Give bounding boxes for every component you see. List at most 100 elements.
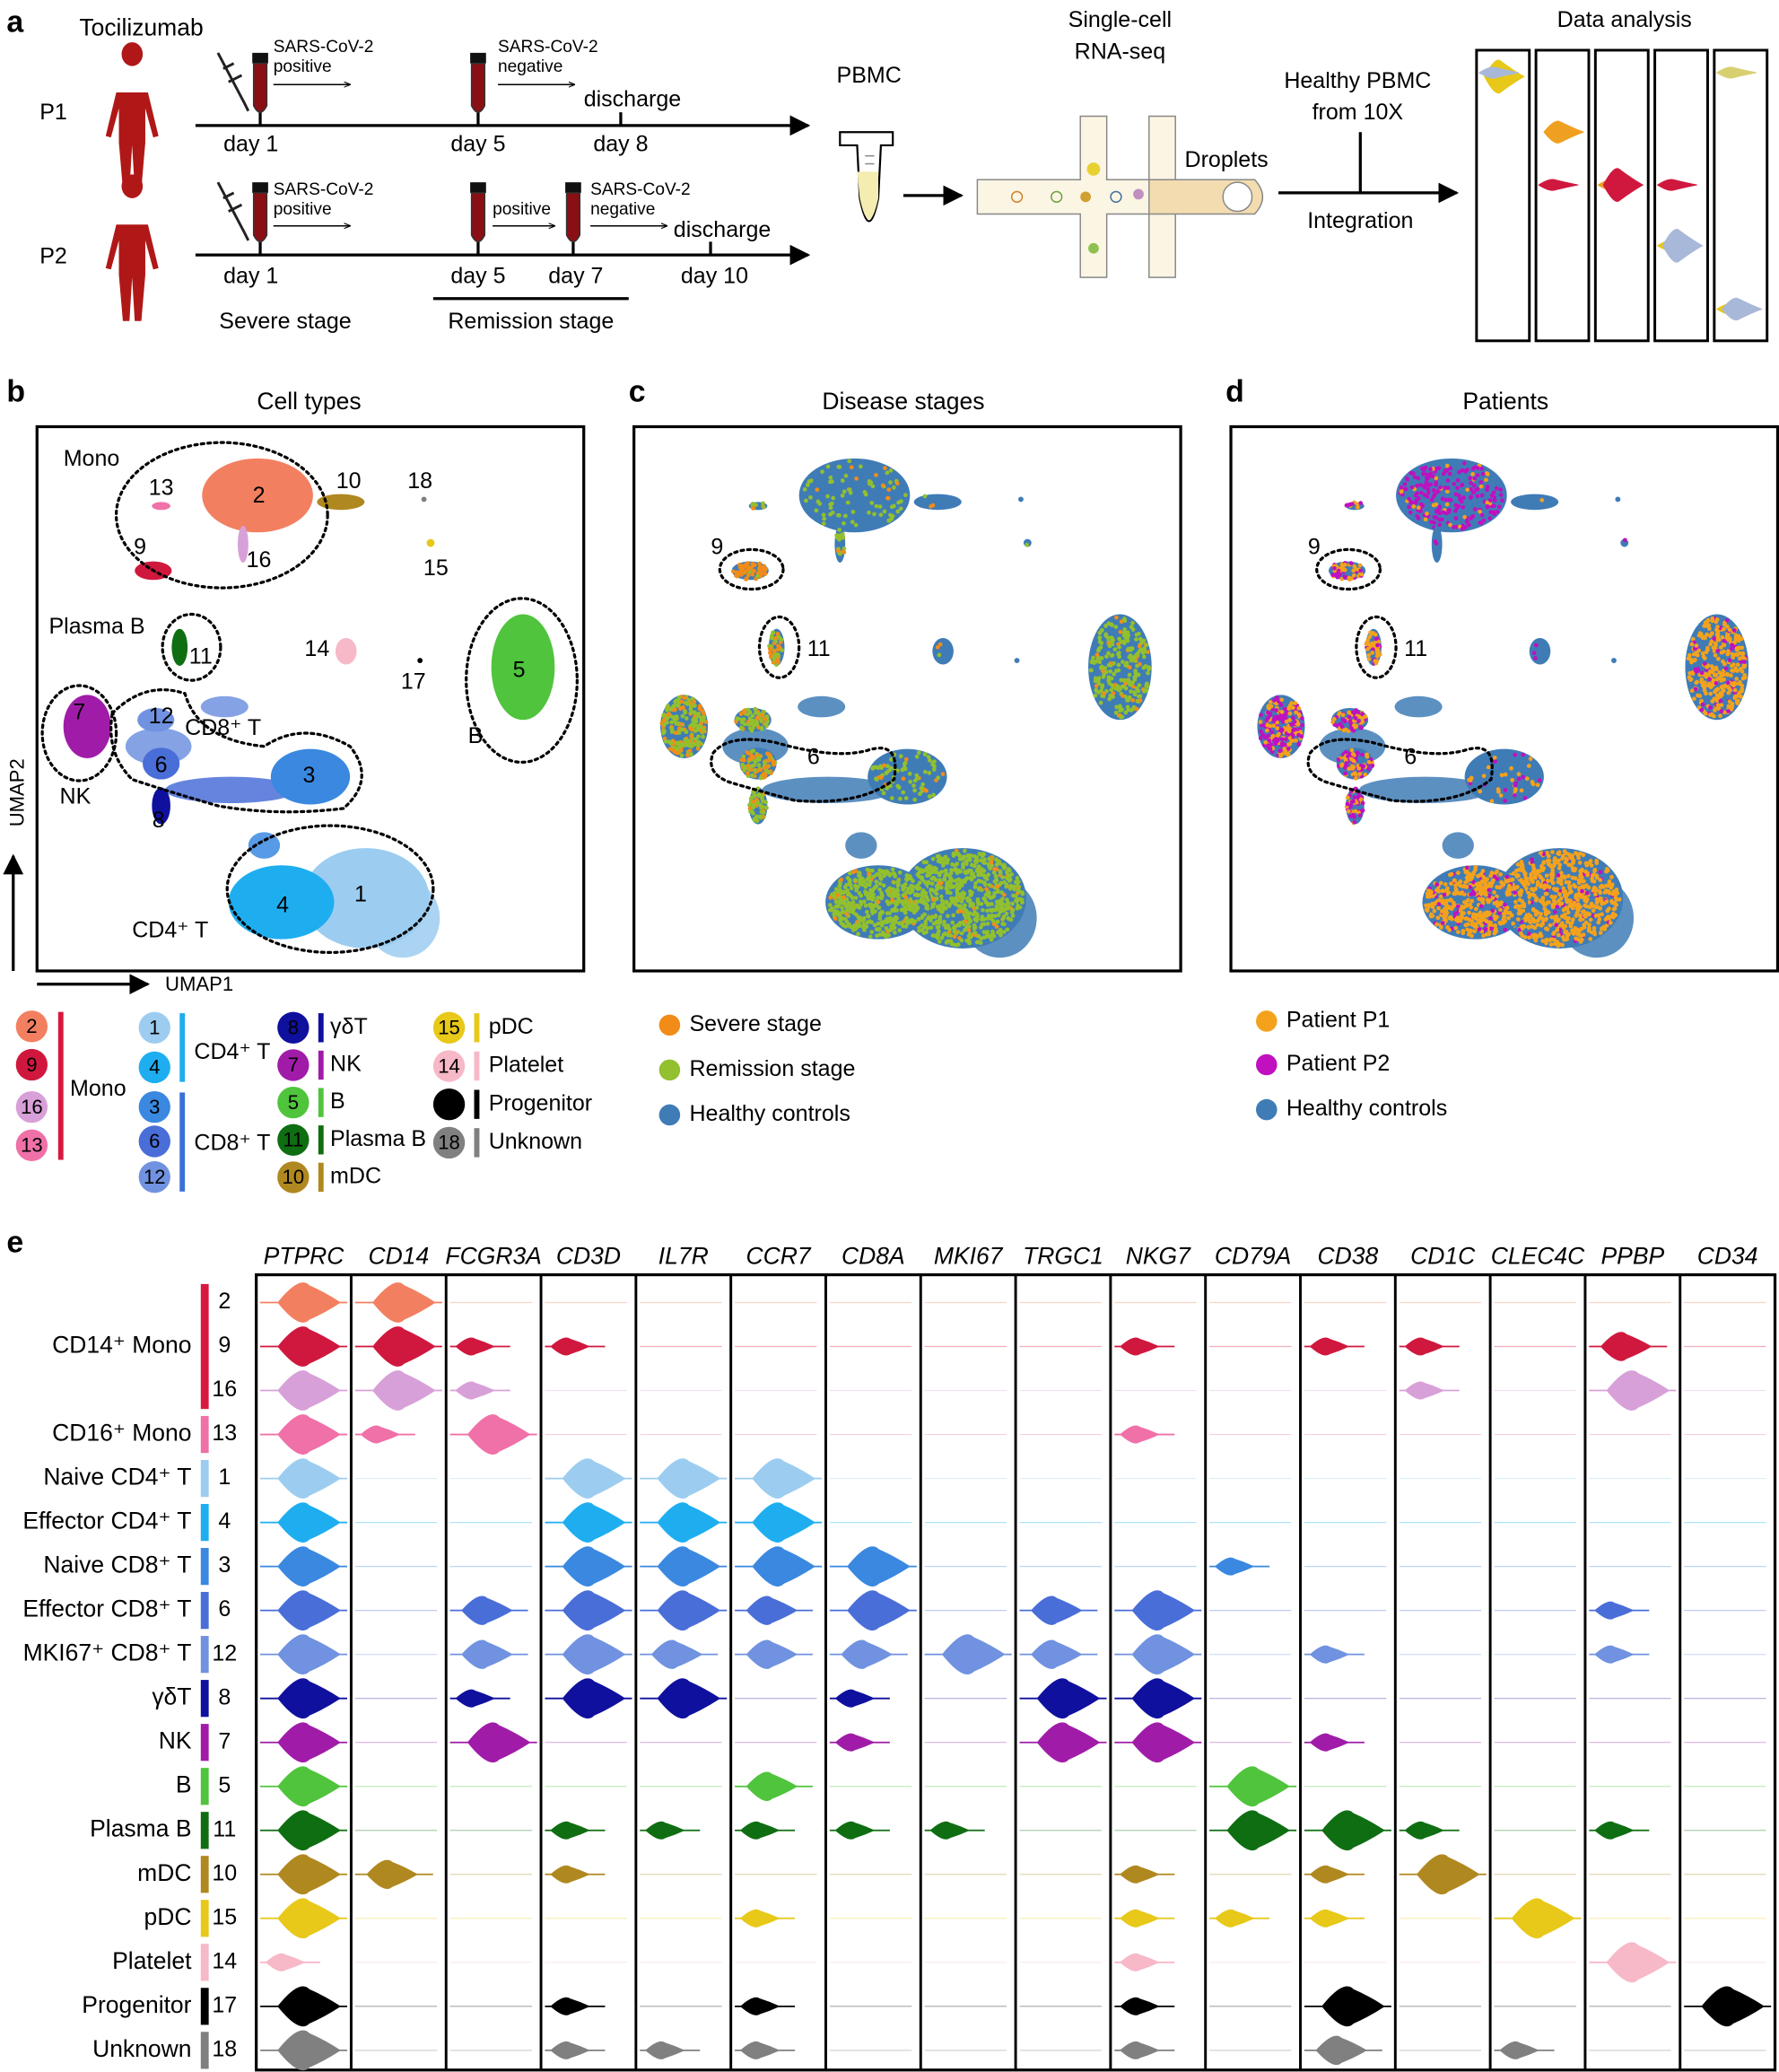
- cell-dot: [1125, 704, 1130, 710]
- legend-cluster: [432, 1011, 466, 1044]
- cell-dot: [1484, 919, 1489, 924]
- cell-dot: [917, 886, 922, 891]
- cell-dot: [1552, 930, 1557, 935]
- cell-dot: [838, 896, 843, 901]
- cell-dot: [1609, 920, 1613, 925]
- cell-dot: [844, 919, 850, 924]
- cell-dot: [1356, 765, 1362, 771]
- cell-dot: [973, 859, 979, 864]
- cell-dot: [753, 792, 757, 798]
- cell-dot: [753, 768, 757, 774]
- cell-dot: [930, 933, 936, 938]
- cell-dot: [1522, 795, 1528, 800]
- cell-dot: [1721, 659, 1725, 664]
- cell-dot: [739, 726, 745, 731]
- cell-dot: [1712, 696, 1717, 702]
- violin: [277, 1634, 341, 1675]
- violin: [1215, 1557, 1255, 1576]
- cell-dot: [1717, 670, 1722, 675]
- cell-dot: [1560, 856, 1565, 861]
- cell-dot: [1593, 892, 1598, 896]
- cell-dot: [1530, 780, 1535, 784]
- cell-dot: [1559, 921, 1565, 926]
- cell-dot: [1093, 678, 1098, 684]
- mini-violin: [1543, 120, 1585, 144]
- cell-dot: [1488, 916, 1493, 922]
- cell-dot: [1349, 576, 1354, 581]
- cell-dot: [1375, 643, 1380, 648]
- cell-dot: [939, 935, 945, 940]
- cell-dot: [926, 897, 930, 903]
- cluster-outline: [114, 441, 329, 590]
- cell-cloud: [1394, 695, 1443, 718]
- violin: [1120, 2041, 1160, 2059]
- cell-dot: [1461, 460, 1467, 466]
- cell-dot: [1423, 517, 1428, 522]
- cell-dot: [1127, 672, 1132, 678]
- cell-dot: [897, 928, 903, 933]
- cluster-label: 2: [253, 483, 266, 508]
- cell-dot: [920, 888, 926, 893]
- cell-dot: [1118, 629, 1123, 634]
- cell-dot: [817, 501, 823, 506]
- cell-dot: [1132, 675, 1138, 679]
- cell-dot: [828, 511, 833, 517]
- cell-dot: [1449, 871, 1454, 877]
- cell-dot: [774, 659, 779, 664]
- cell-dot: [750, 764, 754, 768]
- violin: [455, 1337, 496, 1356]
- cell-dot: [912, 788, 917, 793]
- cell-dot: [746, 707, 751, 713]
- cell-dot: [1453, 925, 1459, 931]
- patient: P1: [39, 100, 67, 125]
- cell-dot: [1546, 910, 1551, 915]
- cell-dot: [1549, 894, 1555, 899]
- cell-dot: [1425, 511, 1429, 516]
- cell-dot: [901, 776, 906, 782]
- cell-dot: [1533, 643, 1539, 648]
- cell-dot: [1431, 494, 1436, 499]
- cluster-id: 11: [213, 1816, 236, 1841]
- cell-dot: [959, 938, 964, 943]
- cell-dot: [692, 710, 697, 715]
- cell-dot: [964, 908, 969, 914]
- cell-dot: [750, 502, 755, 506]
- cell-dot: [908, 779, 913, 784]
- cell-dot: [779, 637, 784, 643]
- cell-dot: [907, 771, 912, 776]
- cell-dot: [695, 739, 701, 745]
- cell-dot: [980, 914, 985, 920]
- cell-dot: [937, 652, 942, 658]
- cell-dot: [858, 915, 862, 921]
- cell-dot: [1103, 669, 1109, 675]
- legend-bar: [318, 1088, 324, 1117]
- gene-label: CD8A: [842, 1242, 905, 1269]
- cell-dot: [887, 911, 893, 915]
- day: day 5: [450, 132, 505, 157]
- violin: [1309, 1645, 1350, 1664]
- tube-icon: [470, 182, 486, 193]
- cell-dot: [1729, 673, 1733, 678]
- cell-dot: [1016, 903, 1020, 908]
- cell-dot: [1416, 495, 1421, 501]
- cell-dot: [754, 797, 759, 802]
- cell-dot: [1370, 651, 1375, 655]
- cell-dot: [667, 739, 672, 744]
- cell-dot: [1449, 881, 1453, 887]
- cell-dot: [1600, 885, 1606, 889]
- cell-dot: [1287, 718, 1292, 722]
- cell-dot: [1447, 928, 1452, 932]
- cell-dot: [1296, 741, 1302, 747]
- row-bar: [200, 1900, 209, 1937]
- cell-dot: [1345, 795, 1350, 800]
- cluster-id: 18: [212, 2036, 237, 2061]
- cell-dot: [1498, 487, 1503, 493]
- cell-dot: [684, 716, 689, 721]
- cell-dot: [742, 709, 747, 714]
- cell-dot: [1552, 941, 1557, 947]
- cell-dot: [1136, 694, 1141, 699]
- violin: [265, 1953, 306, 1971]
- cell-dot: [1581, 879, 1585, 884]
- cell-dot: [1478, 789, 1483, 794]
- cell-dot: [927, 770, 932, 775]
